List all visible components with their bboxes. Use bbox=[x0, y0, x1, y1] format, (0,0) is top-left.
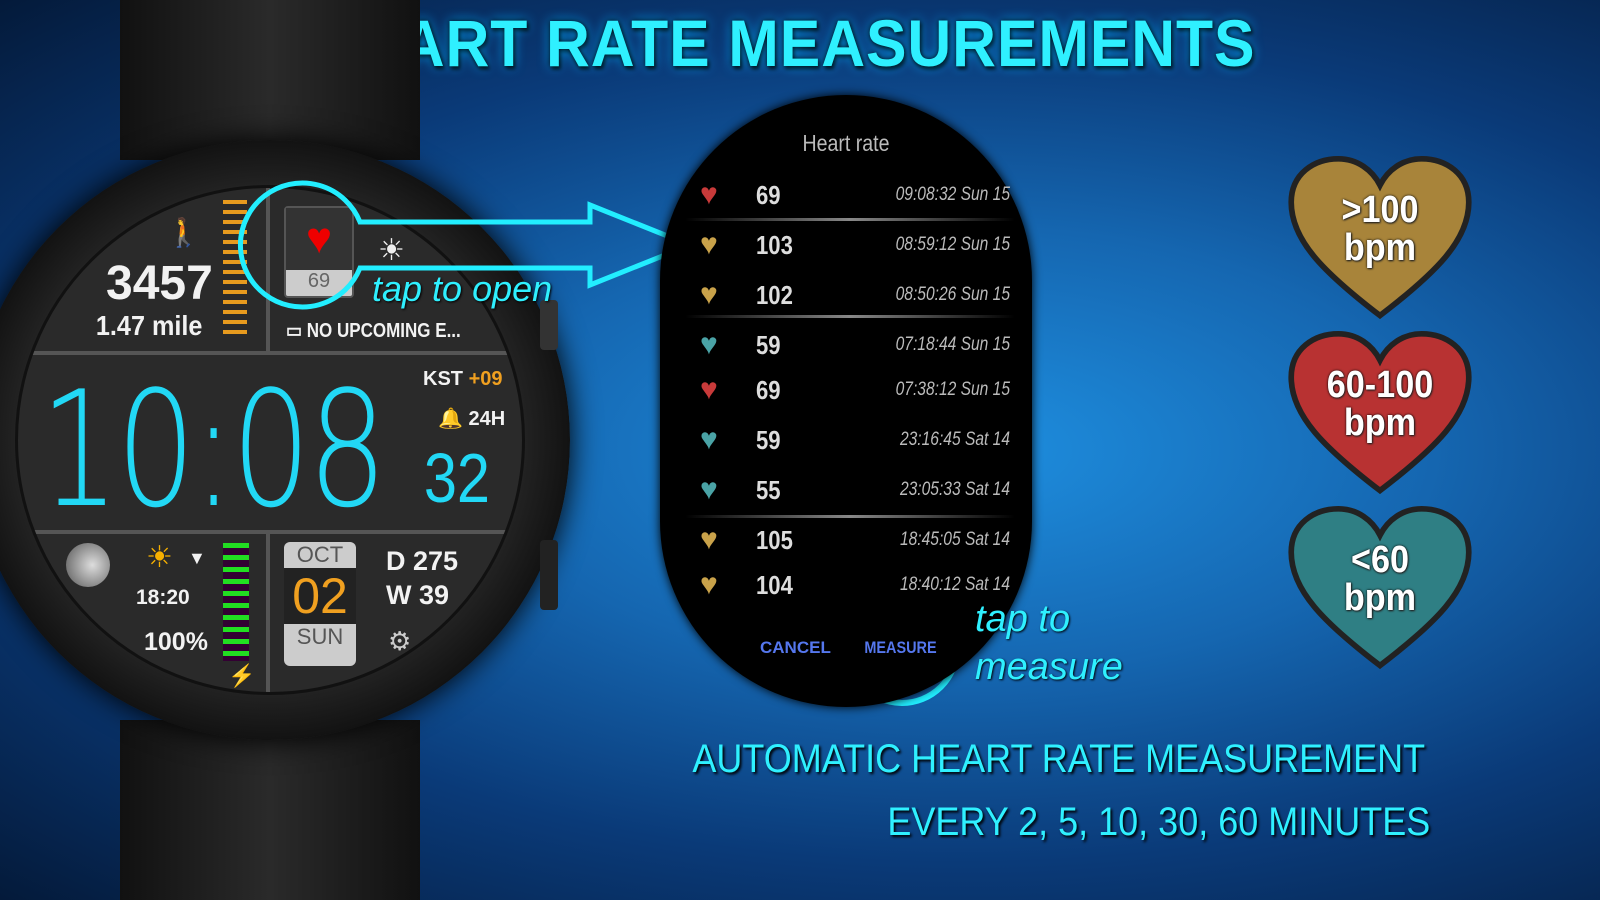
weekday: SUN bbox=[296, 624, 344, 649]
distance-value: 1.47 mile bbox=[95, 310, 203, 341]
walking-icon: 🚶 bbox=[166, 217, 201, 248]
row-separator bbox=[685, 515, 1015, 518]
heart-zone-icon: ♥ bbox=[700, 228, 718, 261]
heart-zone-icon: ♥ bbox=[700, 423, 718, 456]
bpm-value: 105 bbox=[756, 524, 793, 555]
tap-to-measure-label-1: tap to bbox=[975, 598, 1071, 640]
battery-level-bar bbox=[223, 543, 249, 661]
zone-unit: bpm bbox=[1343, 227, 1417, 269]
measurement-time: 18:40:12 Sat 14 bbox=[899, 574, 1010, 595]
heart-rate-row[interactable]: ♥ 69 07:38:12 Sun 15 bbox=[690, 370, 1010, 410]
zone-range: 60-100 bbox=[1326, 364, 1434, 406]
time-display: 10:08 bbox=[40, 356, 387, 543]
bpm-value: 59 bbox=[756, 329, 781, 360]
battery-percent: 100% bbox=[144, 628, 208, 656]
bpm-value: 59 bbox=[756, 424, 781, 455]
panel-title: Heart rate bbox=[802, 130, 890, 156]
bpm-value: 69 bbox=[756, 374, 781, 405]
alarm-label[interactable]: 🔔 24H bbox=[438, 408, 506, 430]
row-separator bbox=[685, 315, 1015, 318]
heart-zone-icon: ♥ bbox=[700, 568, 718, 601]
bpm-value: 104 bbox=[756, 569, 793, 600]
measurement-time: 18:45:05 Sat 14 bbox=[899, 529, 1010, 550]
measurement-time: 23:05:33 Sat 14 bbox=[899, 479, 1010, 500]
heart-zone-icon: ♥ bbox=[700, 178, 718, 211]
heart-zone-icon: ♥ bbox=[700, 328, 718, 361]
day-of-year: D 275 bbox=[386, 546, 459, 576]
heart-rate-row[interactable]: ♥ 59 07:18:44 Sun 15 bbox=[690, 325, 1010, 365]
bpm-value: 103 bbox=[756, 229, 793, 260]
date-widget[interactable]: OCT 02 SUN bbox=[284, 542, 356, 666]
moon-phase-icon bbox=[66, 543, 110, 587]
heart-rate-row[interactable]: ♥ 103 08:59:12 Sun 15 bbox=[690, 225, 1010, 265]
zone-range: >100 bbox=[1341, 189, 1419, 231]
bpm-zone-heart: >100 bpm bbox=[1285, 155, 1475, 330]
timezone-label: KST +09 bbox=[423, 368, 503, 390]
heart-icon bbox=[1288, 155, 1472, 320]
timezone-offset: +09 bbox=[468, 368, 503, 390]
seconds-display: 32 bbox=[423, 439, 491, 517]
bpm-zone-heart: 60-100 bpm bbox=[1285, 330, 1475, 505]
tap-to-measure-label-2: measure bbox=[975, 646, 1123, 688]
charging-icon: ⚡ bbox=[228, 663, 256, 688]
heart-rate-complication[interactable]: ♥ 69 bbox=[284, 206, 354, 298]
zone-unit: bpm bbox=[1343, 577, 1417, 619]
sunset-time: 18:20 bbox=[136, 586, 190, 609]
zone-range: <60 bbox=[1350, 539, 1410, 581]
heart-rate-panel: Heart rate ♥ 69 09:08:32 Sun 15 ♥ 103 08:59:1… bbox=[660, 95, 1032, 707]
bpm-value: 55 bbox=[756, 474, 781, 505]
zone-unit: bpm bbox=[1343, 402, 1417, 444]
page-title: HEART RATE MEASUREMENTS bbox=[314, 6, 1256, 80]
watch-strap-top bbox=[120, 0, 420, 160]
heart-zone-icon: ♥ bbox=[700, 278, 718, 311]
sun-icon: ☀ bbox=[146, 541, 173, 574]
row-separator bbox=[685, 218, 1015, 221]
measurement-time: 08:59:12 Sun 15 bbox=[895, 234, 1010, 255]
bell-icon: 🔔 bbox=[438, 408, 463, 430]
heart-icon: ♥ bbox=[286, 208, 352, 270]
month: OCT bbox=[296, 542, 344, 567]
tap-to-open-label: tap to open bbox=[372, 268, 553, 309]
measurement-time: 23:16:45 Sat 14 bbox=[899, 429, 1010, 450]
heart-zone-icon: ♥ bbox=[700, 473, 718, 506]
weather-icon: ☀ bbox=[378, 234, 405, 267]
watch-strap-bottom bbox=[120, 720, 420, 900]
heart-rate-row[interactable]: ♥ 105 18:45:05 Sat 14 bbox=[690, 520, 1010, 560]
gear-icon[interactable]: ⚙ bbox=[388, 626, 412, 656]
steps-value[interactable]: 3457 bbox=[106, 257, 213, 310]
sunset-arrow-icon: ▼ bbox=[188, 548, 206, 568]
heart-zone-icon: ♥ bbox=[700, 523, 718, 556]
watch-button-top[interactable] bbox=[540, 300, 558, 350]
calendar-event[interactable]: ▭ NO UPCOMING E... bbox=[286, 318, 461, 343]
calendar-icon: ▭ bbox=[286, 320, 307, 342]
measurement-time: 09:08:32 Sun 15 bbox=[895, 184, 1010, 205]
measurement-time: 08:50:26 Sun 15 bbox=[895, 284, 1010, 305]
day: 02 bbox=[284, 568, 356, 624]
bpm-value: 69 bbox=[756, 179, 781, 210]
hr-complication-value: 69 bbox=[307, 270, 331, 292]
heart-rate-row[interactable]: ♥ 55 23:05:33 Sat 14 bbox=[690, 470, 1010, 510]
bpm-zone-heart: <60 bpm bbox=[1285, 505, 1475, 680]
week-number: W 39 bbox=[386, 580, 450, 610]
measurement-time: 07:18:44 Sun 15 bbox=[895, 334, 1010, 355]
heart-rate-row[interactable]: ♥ 102 08:50:26 Sun 15 bbox=[690, 275, 1010, 315]
heart-zone-icon: ♥ bbox=[700, 373, 718, 406]
heart-rate-row[interactable]: ♥ 59 23:16:45 Sat 14 bbox=[690, 420, 1010, 460]
heart-icon bbox=[1288, 505, 1472, 670]
measurement-time: 07:38:12 Sun 15 bbox=[895, 379, 1010, 400]
heart-rate-row[interactable]: ♥ 104 18:40:12 Sat 14 bbox=[690, 565, 1010, 605]
heart-rate-row[interactable]: ♥ 69 09:08:32 Sun 15 bbox=[690, 175, 1010, 215]
bpm-value: 102 bbox=[756, 279, 793, 310]
footer-line-2: EVERY 2, 5, 10, 30, 60 MINUTES bbox=[887, 800, 1430, 844]
measure-button[interactable]: MEASURE bbox=[864, 638, 937, 657]
heart-icon bbox=[1288, 330, 1472, 495]
watch-button-bottom[interactable] bbox=[540, 540, 558, 610]
cancel-button[interactable]: CANCEL bbox=[760, 638, 831, 657]
footer-line-1: AUTOMATIC HEART RATE MEASUREMENT bbox=[692, 737, 1425, 781]
calendar-text: NO UPCOMING E... bbox=[306, 320, 461, 342]
